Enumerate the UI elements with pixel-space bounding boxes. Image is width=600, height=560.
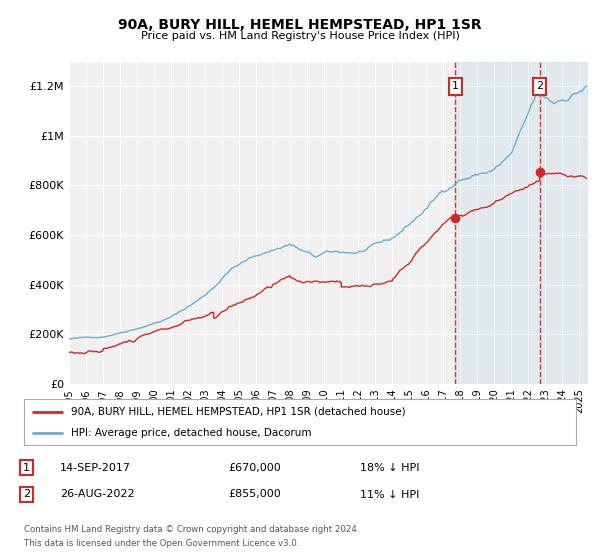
Text: 2: 2 xyxy=(536,81,543,91)
Text: Contains HM Land Registry data © Crown copyright and database right 2024.: Contains HM Land Registry data © Crown c… xyxy=(24,525,359,534)
Text: £670,000: £670,000 xyxy=(228,463,281,473)
Text: 18% ↓ HPI: 18% ↓ HPI xyxy=(360,463,419,473)
Text: 26-AUG-2022: 26-AUG-2022 xyxy=(60,489,134,500)
Text: £855,000: £855,000 xyxy=(228,489,281,500)
Text: HPI: Average price, detached house, Dacorum: HPI: Average price, detached house, Daco… xyxy=(71,428,311,438)
Text: Price paid vs. HM Land Registry's House Price Index (HPI): Price paid vs. HM Land Registry's House … xyxy=(140,31,460,41)
Text: 90A, BURY HILL, HEMEL HEMPSTEAD, HP1 1SR: 90A, BURY HILL, HEMEL HEMPSTEAD, HP1 1SR xyxy=(118,18,482,32)
Bar xyxy=(455,62,539,384)
Text: 1: 1 xyxy=(23,463,30,473)
Text: 14-SEP-2017: 14-SEP-2017 xyxy=(60,463,131,473)
Bar xyxy=(539,62,588,384)
Text: This data is licensed under the Open Government Licence v3.0.: This data is licensed under the Open Gov… xyxy=(24,539,299,548)
Text: 11% ↓ HPI: 11% ↓ HPI xyxy=(360,489,419,500)
Text: 2: 2 xyxy=(23,489,30,500)
Text: 90A, BURY HILL, HEMEL HEMPSTEAD, HP1 1SR (detached house): 90A, BURY HILL, HEMEL HEMPSTEAD, HP1 1SR… xyxy=(71,407,406,417)
Text: 1: 1 xyxy=(452,81,459,91)
